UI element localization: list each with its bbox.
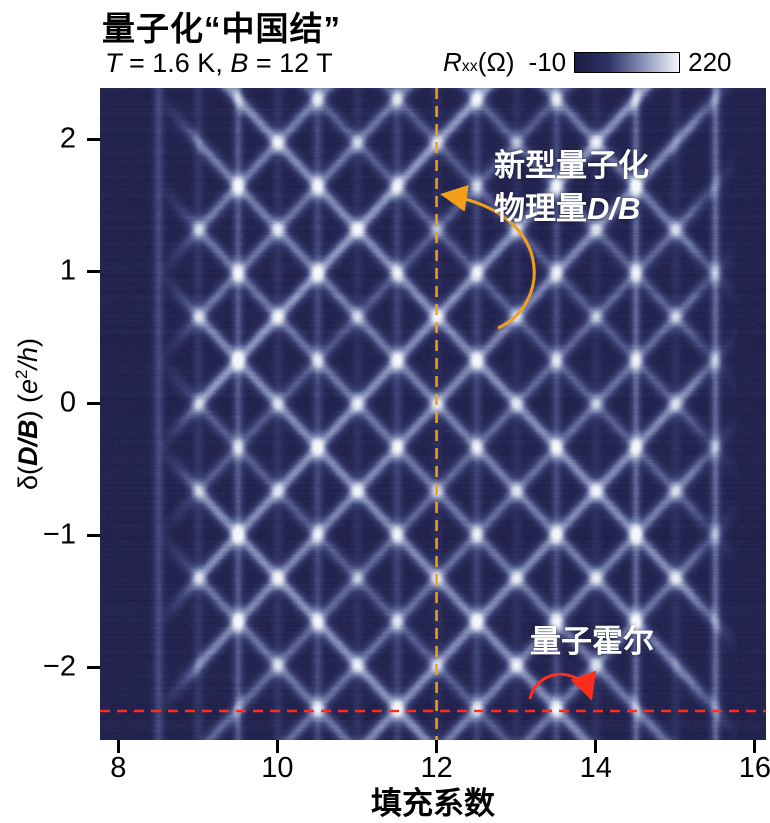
y-tick-label: 2 xyxy=(60,123,76,156)
y-tick-mark xyxy=(87,138,100,141)
rxx-subscript: xx xyxy=(462,58,478,76)
rxx-unit: (Ω) xyxy=(478,47,515,78)
figure-subtitle: T = 1.6 K, B = 12 T xyxy=(105,48,333,79)
db-annotation-line2: 物理量D/B xyxy=(494,187,649,230)
x-axis-title: 填充系数 xyxy=(100,778,766,823)
qh-arrow xyxy=(530,674,590,699)
db-annotation-line1: 新型量子化 xyxy=(494,144,649,187)
field-symbol: B xyxy=(230,48,248,78)
colorbar-min-label: -10 xyxy=(529,47,567,78)
temperature-symbol: T xyxy=(105,48,122,78)
y-tick-label: −2 xyxy=(43,651,76,684)
y-tick-mark xyxy=(87,534,100,537)
y-tick-mark xyxy=(87,402,100,405)
figure-title: 量子化“中国结” xyxy=(102,2,341,50)
temperature-value: = 1.6 K, xyxy=(122,48,231,78)
colorbar-gradient xyxy=(574,52,680,73)
y-tick-label: 0 xyxy=(60,387,76,420)
y-tick-mark xyxy=(87,666,100,669)
db-annotation-symbol: D/B xyxy=(587,191,640,226)
field-value: = 12 T xyxy=(248,48,332,78)
colorbar-max-label: 220 xyxy=(688,47,731,78)
y-axis: 2 1 0 −1 −2 xyxy=(0,88,100,740)
colorbar: Rxx (Ω) -10 220 xyxy=(443,46,732,78)
qh-annotation: 量子霍尔 xyxy=(530,616,654,661)
y-tick-label: −1 xyxy=(43,519,76,552)
colorbar-quantity-label: Rxx (Ω) xyxy=(443,47,515,78)
db-annotation-prefix: 物理量 xyxy=(494,191,587,226)
plot-area: 新型量子化 物理量D/B 量子霍尔 xyxy=(100,88,766,740)
rxx-symbol: R xyxy=(443,47,462,78)
plot-overlay xyxy=(100,88,766,740)
db-annotation: 新型量子化 物理量D/B xyxy=(494,144,649,231)
figure: 量子化“中国结” T = 1.6 K, B = 12 T Rxx (Ω) -10… xyxy=(0,0,770,818)
y-tick-label: 1 xyxy=(60,255,76,288)
y-tick-mark xyxy=(87,270,100,273)
